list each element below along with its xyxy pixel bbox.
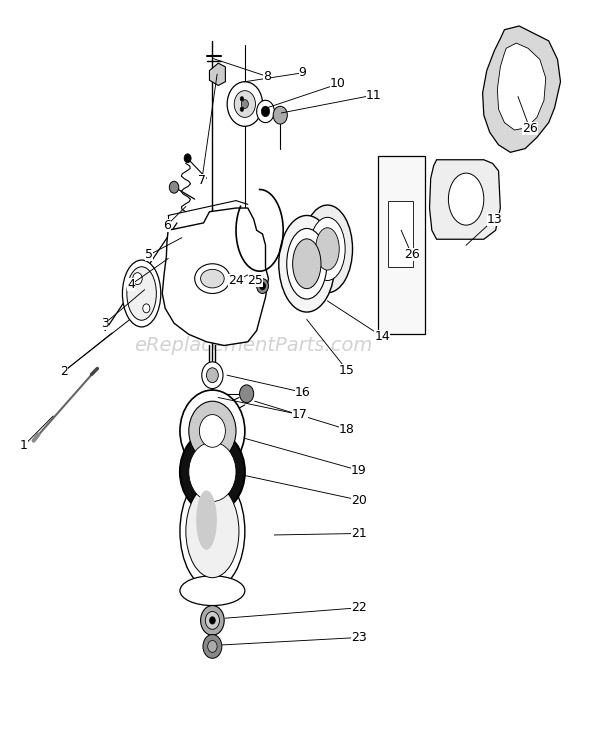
Text: 25: 25 (248, 274, 263, 288)
Polygon shape (430, 160, 500, 239)
Text: 20: 20 (351, 493, 366, 507)
Polygon shape (162, 208, 268, 345)
Text: 7: 7 (198, 174, 206, 187)
Circle shape (180, 390, 245, 472)
Ellipse shape (287, 229, 327, 299)
Circle shape (203, 635, 222, 658)
Circle shape (257, 100, 274, 123)
Ellipse shape (279, 215, 335, 312)
Text: 8: 8 (263, 70, 271, 83)
Ellipse shape (310, 217, 345, 280)
Ellipse shape (180, 474, 245, 588)
Circle shape (261, 106, 270, 117)
Circle shape (240, 97, 244, 101)
Circle shape (202, 362, 223, 389)
Text: 16: 16 (295, 386, 310, 399)
Text: 10: 10 (330, 77, 346, 91)
Polygon shape (497, 43, 546, 130)
Text: 15: 15 (339, 363, 355, 377)
Text: eReplacementParts.com: eReplacementParts.com (135, 336, 373, 355)
Text: 9: 9 (299, 66, 307, 80)
Text: 17: 17 (292, 408, 307, 421)
Circle shape (205, 611, 219, 629)
Ellipse shape (123, 260, 160, 327)
Circle shape (143, 304, 150, 313)
Text: 2: 2 (60, 365, 68, 378)
Ellipse shape (180, 576, 245, 606)
Circle shape (209, 617, 215, 624)
Ellipse shape (201, 269, 224, 288)
Circle shape (240, 385, 254, 403)
Polygon shape (483, 26, 560, 152)
Circle shape (240, 107, 244, 111)
Polygon shape (209, 63, 225, 85)
Text: 24: 24 (228, 274, 244, 288)
Ellipse shape (195, 264, 230, 293)
Circle shape (241, 100, 248, 108)
Ellipse shape (448, 173, 484, 225)
Text: 26: 26 (522, 122, 537, 135)
Ellipse shape (127, 267, 156, 320)
Ellipse shape (316, 227, 339, 270)
Circle shape (208, 640, 217, 652)
Circle shape (189, 401, 236, 461)
Text: 5: 5 (145, 248, 153, 262)
Ellipse shape (303, 205, 353, 293)
Text: 4: 4 (127, 278, 135, 291)
Circle shape (199, 415, 225, 447)
Circle shape (208, 401, 217, 413)
Circle shape (260, 282, 266, 290)
Ellipse shape (186, 485, 239, 578)
Text: 19: 19 (351, 464, 366, 477)
Circle shape (180, 431, 245, 513)
Text: 26: 26 (404, 248, 419, 262)
Circle shape (133, 273, 142, 285)
Text: 3: 3 (101, 317, 109, 330)
Text: 21: 21 (351, 527, 366, 540)
Text: 14: 14 (375, 330, 390, 343)
Circle shape (189, 442, 236, 502)
Circle shape (234, 91, 255, 117)
Text: 1: 1 (19, 439, 28, 452)
Polygon shape (388, 201, 413, 267)
Circle shape (169, 181, 179, 193)
Circle shape (227, 82, 263, 126)
Ellipse shape (196, 490, 217, 550)
Text: 18: 18 (339, 423, 355, 436)
Text: 6: 6 (163, 218, 171, 232)
Text: 22: 22 (351, 601, 366, 614)
Circle shape (273, 106, 287, 124)
Circle shape (184, 154, 191, 163)
Text: 23: 23 (351, 631, 366, 644)
Circle shape (257, 279, 268, 293)
Polygon shape (378, 156, 425, 334)
Ellipse shape (293, 239, 321, 288)
Text: 11: 11 (366, 88, 381, 102)
Circle shape (206, 368, 218, 383)
Circle shape (201, 606, 224, 635)
Text: 13: 13 (487, 212, 502, 226)
